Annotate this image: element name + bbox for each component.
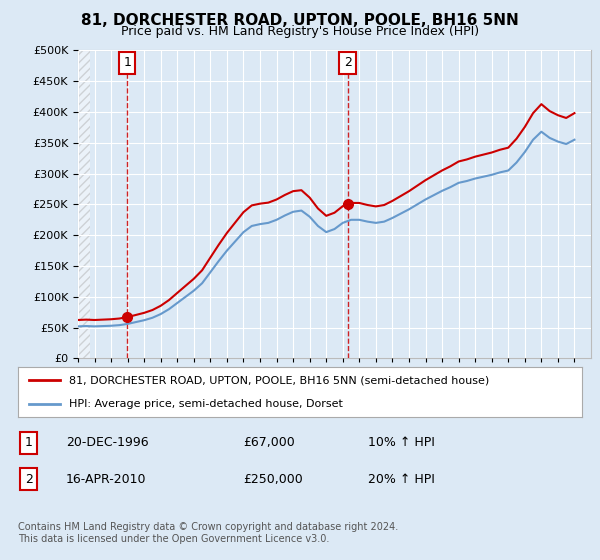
Text: 1: 1	[123, 56, 131, 69]
Text: Price paid vs. HM Land Registry's House Price Index (HPI): Price paid vs. HM Land Registry's House …	[121, 25, 479, 38]
Text: 20-DEC-1996: 20-DEC-1996	[66, 436, 149, 449]
Text: 2: 2	[25, 473, 32, 486]
Text: Contains HM Land Registry data © Crown copyright and database right 2024.
This d: Contains HM Land Registry data © Crown c…	[18, 522, 398, 544]
Bar	[78, 50, 91, 358]
Text: £67,000: £67,000	[244, 436, 295, 449]
Text: £250,000: £250,000	[244, 473, 304, 486]
Text: 2: 2	[344, 56, 352, 69]
Text: 1: 1	[25, 436, 32, 449]
Text: 20% ↑ HPI: 20% ↑ HPI	[368, 473, 434, 486]
Text: 16-APR-2010: 16-APR-2010	[66, 473, 146, 486]
Text: HPI: Average price, semi-detached house, Dorset: HPI: Average price, semi-detached house,…	[69, 399, 343, 409]
Text: 81, DORCHESTER ROAD, UPTON, POOLE, BH16 5NN (semi-detached house): 81, DORCHESTER ROAD, UPTON, POOLE, BH16 …	[69, 375, 489, 385]
Text: 10% ↑ HPI: 10% ↑ HPI	[368, 436, 434, 449]
Text: 81, DORCHESTER ROAD, UPTON, POOLE, BH16 5NN: 81, DORCHESTER ROAD, UPTON, POOLE, BH16 …	[81, 13, 519, 28]
